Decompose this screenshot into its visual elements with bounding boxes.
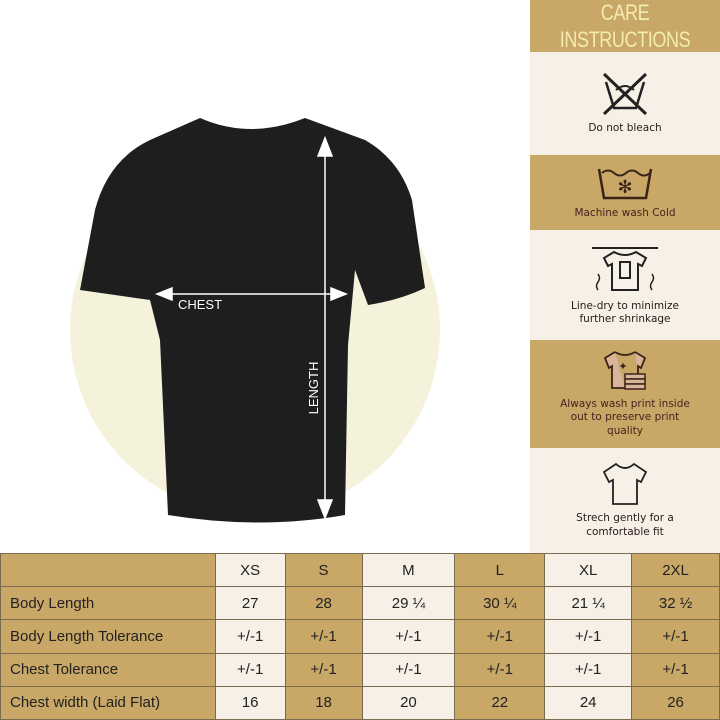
- care-text: Line-dry to minimize further shrinkage: [571, 299, 679, 325]
- table-cell: +/-1: [631, 619, 720, 654]
- line-dry-icon: [592, 246, 658, 291]
- table-cell: 32 ½: [631, 586, 720, 621]
- table-cell: +/-1: [361, 652, 456, 687]
- care-title: CARE INSTRUCTIONS: [530, 0, 720, 52]
- care-item-no-bleach: Do not bleach: [530, 52, 720, 155]
- chest-arrow: [154, 286, 349, 302]
- table-cell: +/-1: [454, 652, 546, 687]
- table-cell: +/-1: [284, 619, 363, 654]
- table-row: Chest Tolerance +/-1 +/-1 +/-1 +/-1 +/-1…: [0, 652, 720, 687]
- table-cell: +/-1: [361, 619, 456, 654]
- tshirt-outline-icon: [602, 463, 648, 506]
- length-arrow: [316, 135, 334, 521]
- table-row: Body Length Tolerance +/-1 +/-1 +/-1 +/-…: [0, 619, 720, 654]
- wash-cold-icon: ✻: [597, 168, 653, 200]
- care-text: Always wash print inside out to preserve…: [560, 398, 690, 437]
- header-blank-cell: [0, 552, 216, 588]
- svg-text:✦: ✦: [618, 360, 627, 373]
- table-cell: 21 ¼: [544, 586, 633, 621]
- svg-text:✻: ✻: [617, 177, 632, 198]
- table-header-row: XS S M L XL 2XL: [0, 552, 720, 588]
- row-label: Body Length: [0, 586, 216, 621]
- size-header: 2XL: [631, 552, 720, 588]
- table-cell: +/-1: [454, 619, 546, 654]
- table-cell: +/-1: [284, 652, 363, 687]
- care-instructions-panel: CARE INSTRUCTIONS Do not bleach ✻ Machin…: [530, 0, 720, 553]
- table-cell: +/-1: [544, 619, 633, 654]
- table-cell: 29 ¼: [361, 586, 456, 621]
- care-title-text: CARE INSTRUCTIONS: [559, 0, 691, 52]
- size-header: S: [284, 552, 363, 588]
- row-label: Chest Tolerance: [0, 652, 216, 687]
- table-cell: 30 ¼: [454, 586, 546, 621]
- table-cell: +/-1: [214, 652, 286, 687]
- table-cell: +/-1: [631, 652, 720, 687]
- care-item-line-dry: Line-dry to minimize further shrinkage: [530, 230, 720, 340]
- table-cell: +/-1: [544, 652, 633, 687]
- table-cell: 16: [214, 685, 286, 720]
- size-header: L: [454, 552, 546, 588]
- table-cell: 22: [454, 685, 546, 720]
- table-cell: +/-1: [214, 619, 286, 654]
- care-item-inside-out: ✦ Always wash print inside out to preser…: [530, 340, 720, 448]
- care-text: Strech gently for a comfortable fit: [576, 512, 674, 538]
- size-header: M: [361, 552, 456, 588]
- care-item-stretch: Strech gently for a comfortable fit: [530, 448, 720, 553]
- size-chart-table: XS S M L XL 2XL Body Length 27 28 29 ¼ 3…: [0, 552, 720, 720]
- table-row: Chest width (Laid Flat) 16 18 20 22 24 2…: [0, 685, 720, 720]
- tshirt-diagram: CHEST LENGTH: [70, 118, 440, 523]
- chest-label: CHEST: [178, 297, 222, 312]
- size-header: XS: [214, 552, 286, 588]
- table-cell: 18: [284, 685, 363, 720]
- tshirt-image: [80, 118, 425, 523]
- table-cell: 20: [361, 685, 456, 720]
- table-cell: 26: [631, 685, 720, 720]
- care-text: Do not bleach: [588, 121, 662, 134]
- care-item-wash-cold: ✻ Machine wash Cold: [530, 155, 720, 230]
- table-cell: 27: [214, 586, 286, 621]
- care-text: Machine wash Cold: [574, 206, 676, 219]
- inside-out-icon: ✦: [603, 351, 647, 391]
- length-label: LENGTH: [306, 362, 321, 415]
- table-row: Body Length 27 28 29 ¼ 30 ¼ 21 ¼ 32 ½: [0, 586, 720, 621]
- size-header: XL: [544, 552, 633, 588]
- table-cell: 24: [544, 685, 633, 720]
- row-label: Body Length Tolerance: [0, 619, 216, 654]
- row-label: Chest width (Laid Flat): [0, 685, 216, 720]
- no-bleach-icon: [602, 72, 648, 116]
- table-cell: 28: [284, 586, 363, 621]
